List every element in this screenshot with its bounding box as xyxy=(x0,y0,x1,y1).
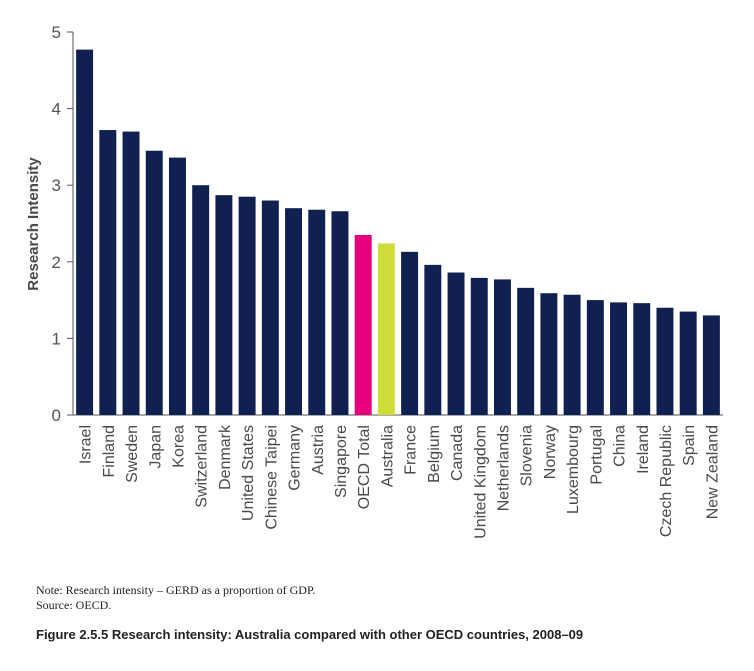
bar xyxy=(702,315,720,415)
bar xyxy=(679,311,697,415)
x-tick-label: Denmark xyxy=(217,424,234,490)
y-tick-label: 3 xyxy=(52,176,61,195)
x-tick-label: China xyxy=(612,425,629,467)
bar xyxy=(563,294,581,415)
y-tick-label: 2 xyxy=(52,253,61,272)
x-tick-labels: Israel Finland Sweden Japan Korea Switzerland… xyxy=(78,424,722,539)
x-tick-label: OECD Total xyxy=(356,425,373,509)
x-tick-label: United States xyxy=(240,425,257,521)
bar xyxy=(424,264,442,415)
bar xyxy=(354,234,372,415)
bar xyxy=(76,49,94,415)
bar xyxy=(517,287,535,415)
x-tick-label: Ireland xyxy=(635,425,652,474)
bar-chart: 0 1 2 3 4 5 Israel Finland Sweden Japan Korea Swit… xyxy=(25,23,723,539)
bar xyxy=(656,307,674,415)
x-tick-label: Luxembourg xyxy=(565,425,582,514)
x-tick-label: Korea xyxy=(170,425,187,468)
bar xyxy=(586,300,604,415)
x-tick-label: Slovenia xyxy=(519,425,536,486)
bar xyxy=(308,209,326,415)
bar xyxy=(99,130,117,415)
note-text: Note: Research intensity – GERD as a pro… xyxy=(36,583,316,597)
bar xyxy=(377,243,395,415)
x-tick-label: Israel xyxy=(78,425,95,464)
x-tick-label: New Zealand xyxy=(704,425,721,519)
bar xyxy=(610,302,628,415)
bars xyxy=(76,49,720,416)
x-tick-label: Canada xyxy=(449,425,466,481)
x-tick-label: Chinese Taipei xyxy=(263,425,280,530)
bar xyxy=(122,131,140,415)
x-tick-label: Austria xyxy=(310,425,327,475)
bar xyxy=(540,293,558,415)
bar xyxy=(470,277,488,415)
x-tick-label: United Kingdom xyxy=(472,425,489,539)
source-text: Source: OECD. xyxy=(36,598,112,612)
bar xyxy=(285,208,303,415)
figure-caption: Figure 2.5.5 Research intensity: Austral… xyxy=(36,627,584,642)
bar xyxy=(192,185,210,415)
bar xyxy=(401,251,419,415)
x-tick-label: Netherlands xyxy=(495,425,512,511)
x-tick-label: Portugal xyxy=(588,425,605,485)
x-tick-label: Japan xyxy=(147,425,164,469)
x-tick-label: Norway xyxy=(542,425,559,479)
bar xyxy=(238,196,256,415)
y-tick-label: 1 xyxy=(52,329,61,348)
x-tick-label: Czech Republic xyxy=(658,425,675,537)
x-tick-label: Sweden xyxy=(124,425,141,483)
y-tick-label: 5 xyxy=(52,23,61,42)
x-tick-label: France xyxy=(403,425,420,475)
bar xyxy=(447,272,465,415)
x-tick-label: Germany xyxy=(287,425,304,491)
x-tick-label: Finland xyxy=(101,425,118,477)
x-tick-label: Spain xyxy=(681,425,698,466)
x-tick-label: Belgium xyxy=(426,425,443,483)
y-tick-label: 4 xyxy=(52,100,61,119)
y-axis-label: Research Intensity xyxy=(25,157,42,291)
bar xyxy=(145,150,163,416)
bar xyxy=(493,279,511,415)
x-tick-label: Switzerland xyxy=(194,425,211,508)
bar xyxy=(215,195,233,415)
bar xyxy=(168,157,186,415)
bar xyxy=(331,211,349,415)
bar xyxy=(633,303,651,415)
y-tick-label: 0 xyxy=(52,406,61,425)
x-tick-label: Singapore xyxy=(333,425,350,498)
x-tick-label: Australia xyxy=(379,425,396,487)
bar xyxy=(261,200,279,415)
